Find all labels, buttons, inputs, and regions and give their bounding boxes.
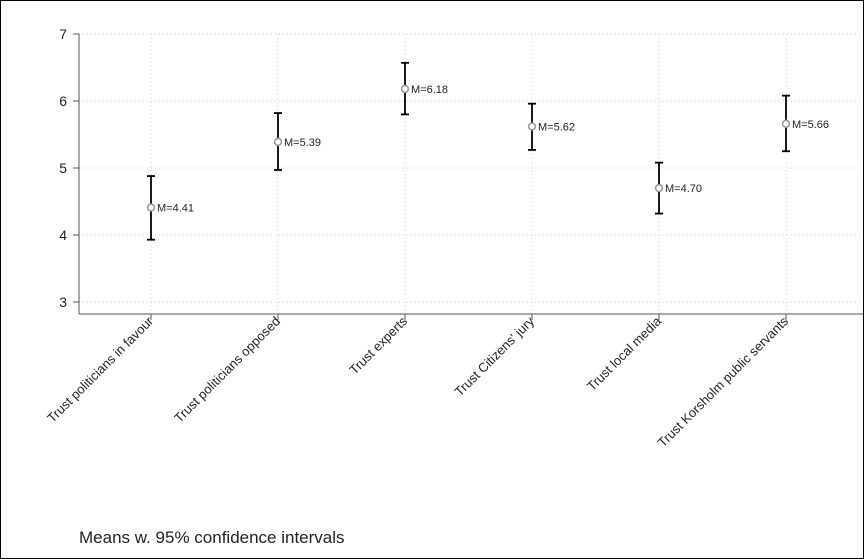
x-category-label: Trust local media <box>584 313 665 394</box>
mean-value-label: M=5.66 <box>792 119 829 131</box>
mean-markers <box>146 84 791 212</box>
x-category-label: Trust Korsholm public servants <box>655 313 792 450</box>
mean-marker <box>273 137 283 147</box>
error-bars <box>147 61 790 241</box>
mean-value-label: M=5.62 <box>538 121 575 133</box>
y-tick-label: 4 <box>59 227 67 243</box>
axes <box>73 33 863 320</box>
mean-marker <box>527 122 537 131</box>
grid <box>79 33 863 314</box>
x-category-label: Trust politicians in favour <box>44 313 156 425</box>
mean-value-label: M=4.70 <box>665 183 702 195</box>
x-category-labels: Trust politicians in favour Trust politic… <box>44 313 791 450</box>
mean-value-label: M=4.41 <box>157 203 194 215</box>
mean-marker <box>781 119 791 128</box>
x-category-label: Trust Citizens' jury <box>452 313 538 399</box>
y-tick-labels: 3 4 5 6 7 <box>59 26 67 310</box>
mean-labels: M=4.41 M=5.39 M=6.18 M=5.62 M=4.70 M=5.66 <box>157 84 829 215</box>
mean-value-label: M=5.39 <box>284 137 321 149</box>
y-tick-label: 5 <box>59 160 67 176</box>
mean-value-label: M=6.18 <box>411 84 448 96</box>
y-tick-label: 6 <box>59 93 67 109</box>
chart-note: Means w. 95% confidence intervals <box>79 528 345 547</box>
x-category-label: Trust experts <box>346 313 410 377</box>
y-tick-label: 3 <box>59 294 67 310</box>
x-category-label: Trust politicians opposed <box>171 314 283 426</box>
y-tick-label: 7 <box>59 26 67 42</box>
mean-marker <box>146 203 156 212</box>
mean-marker <box>400 84 410 94</box>
mean-marker <box>654 183 664 193</box>
